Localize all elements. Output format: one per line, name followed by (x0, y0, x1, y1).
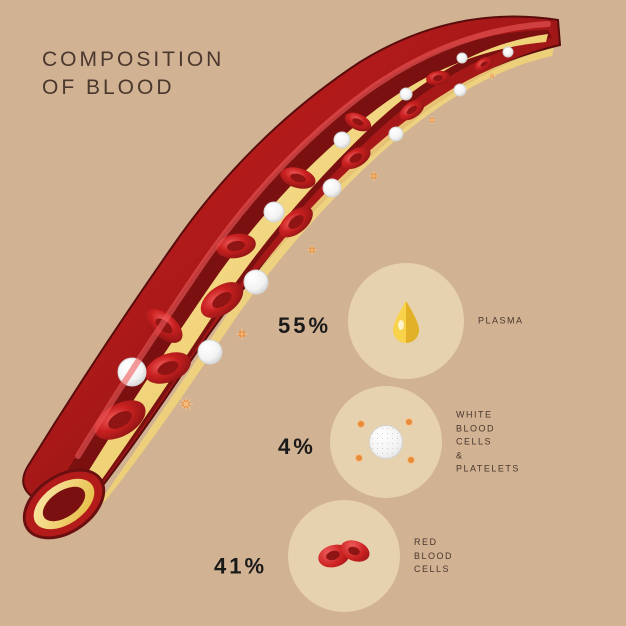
rbc-label: RED BLOOD CELLS (414, 536, 453, 577)
bubble-wbc: WHITE BLOOD CELLS & PLATELETS 4% (330, 386, 442, 498)
wbc-icon (369, 425, 403, 459)
plasma-drop-icon (389, 299, 423, 343)
platelet-icon (356, 455, 362, 461)
rbc-icon (316, 539, 372, 573)
rbc-pct: 41% (214, 553, 267, 579)
plasma-pct: 55% (278, 313, 331, 339)
platelet-icon (358, 421, 364, 427)
wbc-label: WHITE BLOOD CELLS & PLATELETS (456, 408, 520, 476)
bubble-rbc: RED BLOOD CELLS 41% (288, 500, 400, 612)
wbc-pct: 4% (278, 434, 316, 460)
bubble-plasma: PLASMA 55% (348, 263, 464, 379)
plasma-label: PLASMA (478, 314, 524, 328)
platelet-icon (408, 457, 414, 463)
platelet-icon (406, 419, 412, 425)
